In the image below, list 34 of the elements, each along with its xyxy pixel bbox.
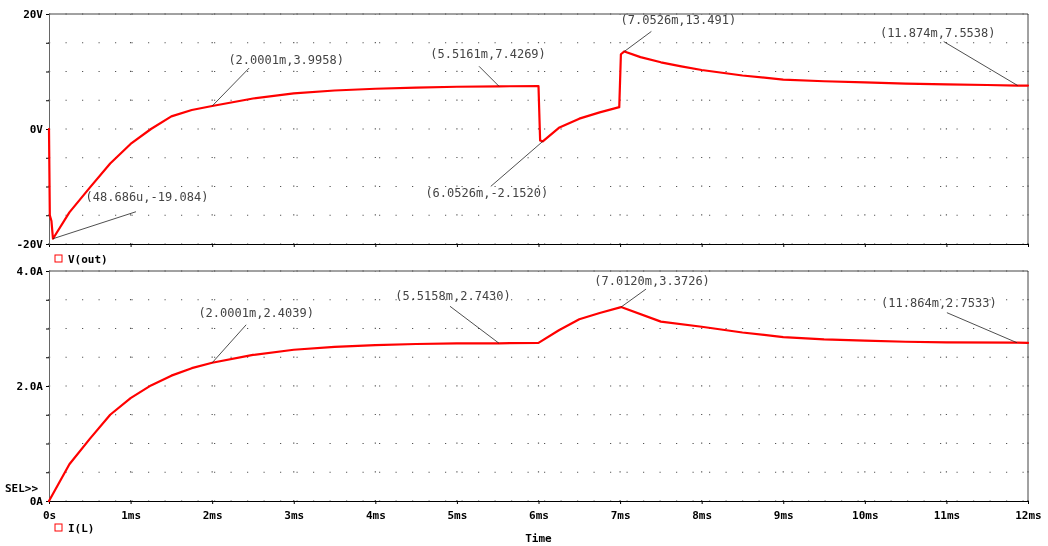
x-tick-label: 1ms: [121, 509, 142, 523]
y-tick-label: 2.0A: [16, 380, 44, 394]
y-tick-label: 0V: [29, 123, 44, 137]
text: SEL>>: [5, 482, 39, 495]
annotation: (11.864m,2.7533): [881, 295, 997, 310]
annotation: (6.0526m,-2.1520): [425, 186, 549, 201]
y-tick-label: 0A: [29, 495, 44, 509]
x-tick-label: 9ms: [773, 509, 794, 523]
line-series: [47, 50, 1030, 240]
x-tick-label: 10ms: [852, 509, 879, 523]
x-tick-label: 2ms: [202, 509, 223, 523]
x-tick-label: 4ms: [365, 509, 386, 523]
annotation: (7.0526m,13.491): [620, 13, 737, 28]
y-tick-label: 4.0A: [16, 265, 44, 279]
legend-label: I(L): [68, 522, 95, 535]
x-tick-label: 0s: [42, 509, 57, 523]
x-tick-label: 11ms: [933, 509, 961, 523]
y-tick-label: 20V: [23, 8, 44, 22]
x-tick-label: 8ms: [692, 509, 713, 523]
x-tick-label: 3ms: [284, 509, 305, 523]
x-axis-title: Time: [525, 532, 553, 545]
annotation: (48.686u,-19.084): [85, 189, 209, 204]
x-tick-label: 12ms: [1015, 509, 1042, 523]
annotation: (2.0001m,3.9958): [228, 53, 344, 68]
x-tick-label: 5ms: [447, 509, 468, 523]
annotation: (5.5161m,7.4269): [430, 47, 546, 62]
annotation: (11.874m,7.5538): [879, 25, 996, 40]
annotation: (2.0001m,2.4039): [198, 305, 314, 320]
y-tick-label: -20V: [16, 238, 44, 252]
annotation: (5.5158m,2.7430): [395, 289, 511, 304]
legend-label: V(out): [68, 253, 108, 266]
x-tick-label: 6ms: [529, 509, 549, 523]
x-tick-label: 7ms: [610, 509, 631, 523]
annotation: (7.0120m,3.3726): [594, 274, 710, 289]
